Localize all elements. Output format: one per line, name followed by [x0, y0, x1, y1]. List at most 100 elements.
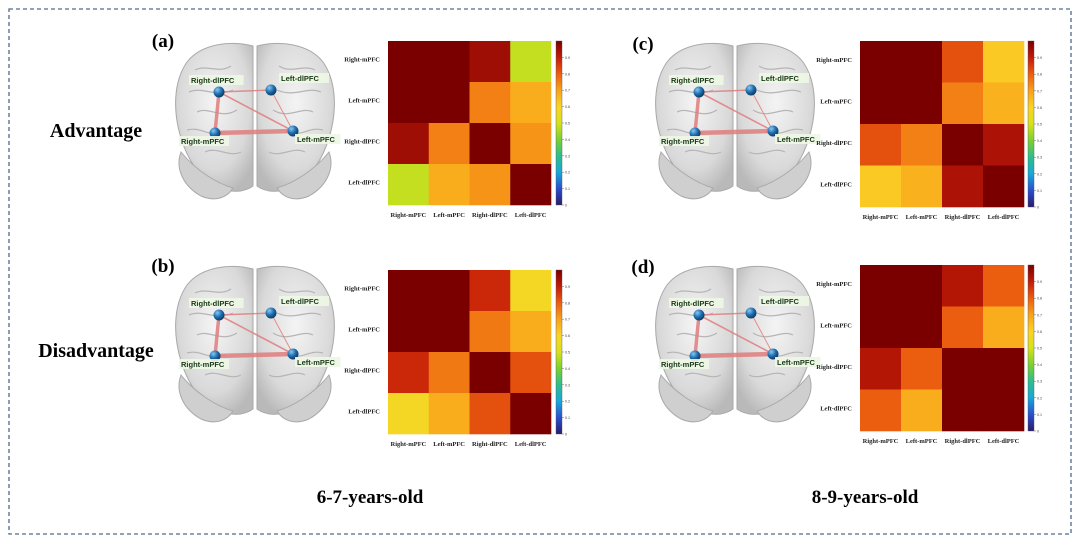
heatmap-cell — [942, 265, 984, 307]
heatmap-cell — [942, 124, 984, 166]
connection-edge — [698, 89, 752, 93]
heatmap-row-label: Right-mPFC — [344, 57, 380, 64]
heatmap-cell — [510, 270, 552, 312]
heatmap-cell — [428, 82, 470, 124]
heatmap-col-label: Left-mPFC — [906, 214, 938, 221]
heatmap-col-label: Left-mPFC — [433, 212, 465, 219]
age-label-6-7: 6-7-years-old — [317, 487, 424, 508]
brain-gyrus — [272, 332, 314, 338]
heatmap-cell — [983, 265, 1025, 307]
node-left-dlpfc — [745, 84, 757, 96]
connection-edge — [218, 314, 294, 355]
heatmap-cell — [428, 270, 470, 312]
brain-left-temporal — [756, 374, 812, 423]
heatmap-cell — [983, 348, 1025, 390]
heatmap-b: Right-mPFC Right-mPFC Left-mPFC Left-mPFC Ri… — [344, 270, 552, 448]
brain-gyrus — [674, 288, 712, 294]
node-label-left-mpfc: Left-mPFC — [297, 358, 335, 367]
panel-label-d: (d) — [631, 257, 654, 278]
node-label-left-dlpfc: Left-dlPFC — [761, 297, 799, 306]
colorbar-tick-label: 0.5 — [1037, 347, 1042, 351]
heatmap-cell — [942, 389, 984, 432]
heatmap-cell — [983, 306, 1025, 349]
heatmap-col-label: Right-dlPFC — [472, 212, 508, 219]
colorbar-tick-label: 0.7 — [1037, 89, 1042, 93]
brain-right-temporal — [658, 374, 714, 423]
colorbar-tick-label: 0 — [1037, 430, 1039, 434]
colorbar — [555, 40, 563, 206]
heatmap-cell — [901, 348, 943, 390]
brain-gyrus — [674, 65, 712, 71]
heatmap-col-label: Right-mPFC — [863, 438, 899, 445]
heatmap-col-label: Right-dlPFC — [472, 441, 508, 448]
heatmap-cell — [901, 41, 943, 83]
heatmap-col-label: Right-mPFC — [391, 441, 427, 448]
colorbar-tick-label: 0.3 — [565, 154, 570, 158]
node-right-dlpfc — [693, 309, 705, 321]
heatmap-row-label: Left-dlPFC — [348, 180, 380, 187]
colorbar-tick-label: 0.9 — [565, 285, 570, 289]
brain-gyrus — [272, 109, 314, 115]
row-label-disadvantage: Disadvantage — [38, 340, 154, 362]
heatmap-cell — [469, 311, 511, 353]
node-label-bg — [279, 296, 329, 306]
heatmap-cell — [901, 389, 943, 432]
node-label-bg — [295, 134, 341, 144]
heatmap-row-label: Left-mPFC — [820, 322, 852, 329]
brain-illustration: Right-dlPFC Left-dlPFC Right-mPFC Left-mPFC — [655, 265, 821, 423]
heatmap-cell — [983, 389, 1025, 432]
heatmap-cell — [469, 164, 511, 206]
colorbar-tick-label: 0.2 — [1037, 396, 1042, 400]
heatmap-col-label: Left-dlPFC — [988, 438, 1020, 445]
connection-edge — [213, 90, 221, 135]
heatmap-cell — [983, 82, 1025, 125]
heatmap-cell — [983, 124, 1025, 166]
heatmap-col-label: Left-mPFC — [906, 438, 938, 445]
node-right-mpfc — [209, 350, 221, 362]
node-right-dlpfc — [213, 309, 225, 321]
heatmap-cell — [469, 41, 511, 83]
brain-gyrus — [278, 65, 316, 71]
colorbar-tick-label: 0.2 — [565, 400, 570, 404]
brain-gyrus — [194, 288, 232, 294]
heatmap-row-label: Left-dlPFC — [348, 409, 380, 416]
brain-gyrus — [756, 312, 802, 317]
heatmap-cell — [901, 124, 943, 166]
node-right-dlpfc — [213, 86, 225, 98]
heatmap-row-label: Left-dlPFC — [820, 181, 852, 188]
brain-gyrus — [276, 312, 322, 317]
brain-gyrus — [756, 89, 802, 94]
heatmap-cell — [510, 123, 552, 165]
heatmap-cell — [428, 164, 470, 206]
heatmap-cell — [388, 311, 430, 353]
heatmap-cell — [901, 265, 943, 307]
heatmap-cell — [860, 124, 902, 166]
connection-edge — [218, 89, 272, 93]
connection-edge — [270, 312, 294, 355]
colorbar-tick-label: 0.4 — [1037, 363, 1042, 367]
connection-edge — [692, 351, 776, 359]
colorbar-tick-label: 0.3 — [565, 383, 570, 387]
connection-edge — [698, 314, 774, 355]
brain-gyrus — [758, 288, 796, 294]
heatmap-row-label: Right-mPFC — [816, 57, 852, 64]
node-label-bg — [295, 357, 341, 367]
heatmap-cell — [388, 352, 430, 394]
heatmap-cell — [388, 270, 430, 312]
heatmap-cell — [510, 393, 552, 435]
node-right-mpfc — [209, 127, 221, 139]
brain-gyrus — [684, 372, 722, 378]
colorbar-tick-label: 0 — [565, 204, 567, 208]
colorbar-tick-label: 0.7 — [1037, 313, 1042, 317]
heatmap-row-label: Right-mPFC — [816, 281, 852, 288]
node-right-mpfc — [689, 350, 701, 362]
heatmap-cell — [983, 165, 1025, 208]
panel-b: (b) Right-dlPFC Left-dlPFC Right-mPFC Left-m… — [151, 256, 570, 448]
node-left-dlpfc — [745, 307, 757, 319]
colorbar-tick-label: 0.9 — [565, 56, 570, 60]
panels-container: (a) Right-dlPFC Left-dlPFC Right-mPFC Left-m… — [151, 31, 1042, 448]
colorbar — [1027, 264, 1035, 432]
heatmap-cell — [469, 82, 511, 124]
panel-c: (c) Right-dlPFC Left-dlPFC Right-mPFC Left-m… — [632, 34, 1042, 221]
colorbar-tick-label: 0.6 — [565, 334, 570, 338]
